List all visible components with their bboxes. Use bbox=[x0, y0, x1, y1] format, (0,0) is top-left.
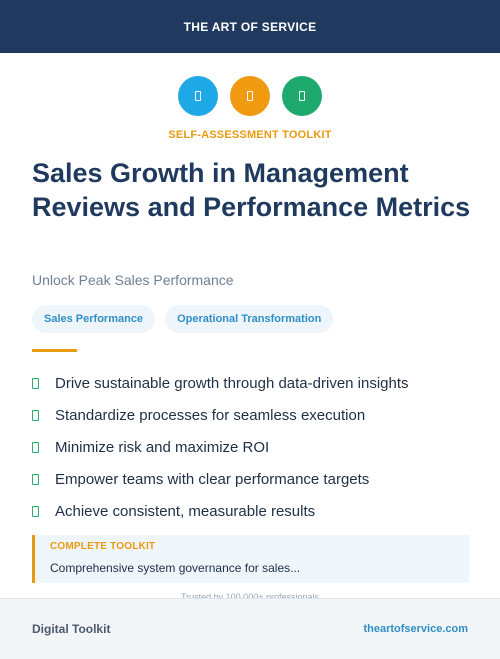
blue-document-icon bbox=[178, 76, 218, 116]
check-icon bbox=[32, 377, 39, 389]
page-title: Sales Growth in Management Reviews and P… bbox=[32, 158, 471, 222]
list-item: Minimize risk and maximize ROI bbox=[32, 431, 409, 463]
green-document-icon bbox=[282, 76, 322, 116]
callout-text: Comprehensive system governance for sale… bbox=[50, 561, 301, 575]
list-item-text: Minimize risk and maximize ROI bbox=[55, 438, 270, 456]
page-subtitle: Unlock Peak Sales Performance bbox=[32, 272, 234, 288]
list-item-text: Empower teams with clear performance tar… bbox=[55, 470, 370, 488]
website-link[interactable]: theartofservice.com bbox=[363, 623, 468, 635]
list-item-text: Drive sustainable growth through data-dr… bbox=[55, 374, 409, 392]
tag-operational-transformation[interactable]: Operational Transformation bbox=[165, 305, 334, 333]
header-bar: THE ART OF SERVICE bbox=[0, 0, 500, 53]
list-item: Empower teams with clear performance tar… bbox=[32, 463, 409, 495]
toolkit-kicker: SELF-ASSESSMENT TOOLKIT bbox=[168, 129, 332, 141]
trusted-note: Trusted by 100,000+ professionals bbox=[180, 592, 319, 602]
list-item: Achieve consistent, measurable results bbox=[32, 495, 409, 527]
check-icon bbox=[32, 473, 39, 485]
footer-bar: Digital Toolkit theartofservice.com bbox=[0, 598, 500, 659]
brand-name: THE ART OF SERVICE bbox=[183, 19, 317, 34]
list-item-text: Standardize processes for seamless execu… bbox=[55, 406, 366, 424]
icon-row bbox=[0, 76, 500, 116]
orange-document-icon bbox=[230, 76, 270, 116]
list-item: Standardize processes for seamless execu… bbox=[32, 399, 409, 431]
accent-divider bbox=[32, 349, 77, 352]
complete-toolkit-callout: COMPLETE TOOLKIT Comprehensive system go… bbox=[32, 535, 469, 583]
list-item-text: Achieve consistent, measurable results bbox=[55, 502, 316, 520]
tag-list: Sales Performance Operational Transforma… bbox=[32, 305, 334, 333]
callout-kicker: COMPLETE TOOLKIT bbox=[50, 541, 156, 552]
list-item: Drive sustainable growth through data-dr… bbox=[32, 367, 409, 399]
tag-sales-performance[interactable]: Sales Performance bbox=[32, 305, 156, 333]
check-icon bbox=[32, 409, 39, 421]
check-icon bbox=[32, 441, 39, 453]
benefit-list: Drive sustainable growth through data-dr… bbox=[32, 367, 409, 527]
footer-label: Digital Toolkit bbox=[32, 622, 111, 636]
check-icon bbox=[32, 505, 39, 517]
